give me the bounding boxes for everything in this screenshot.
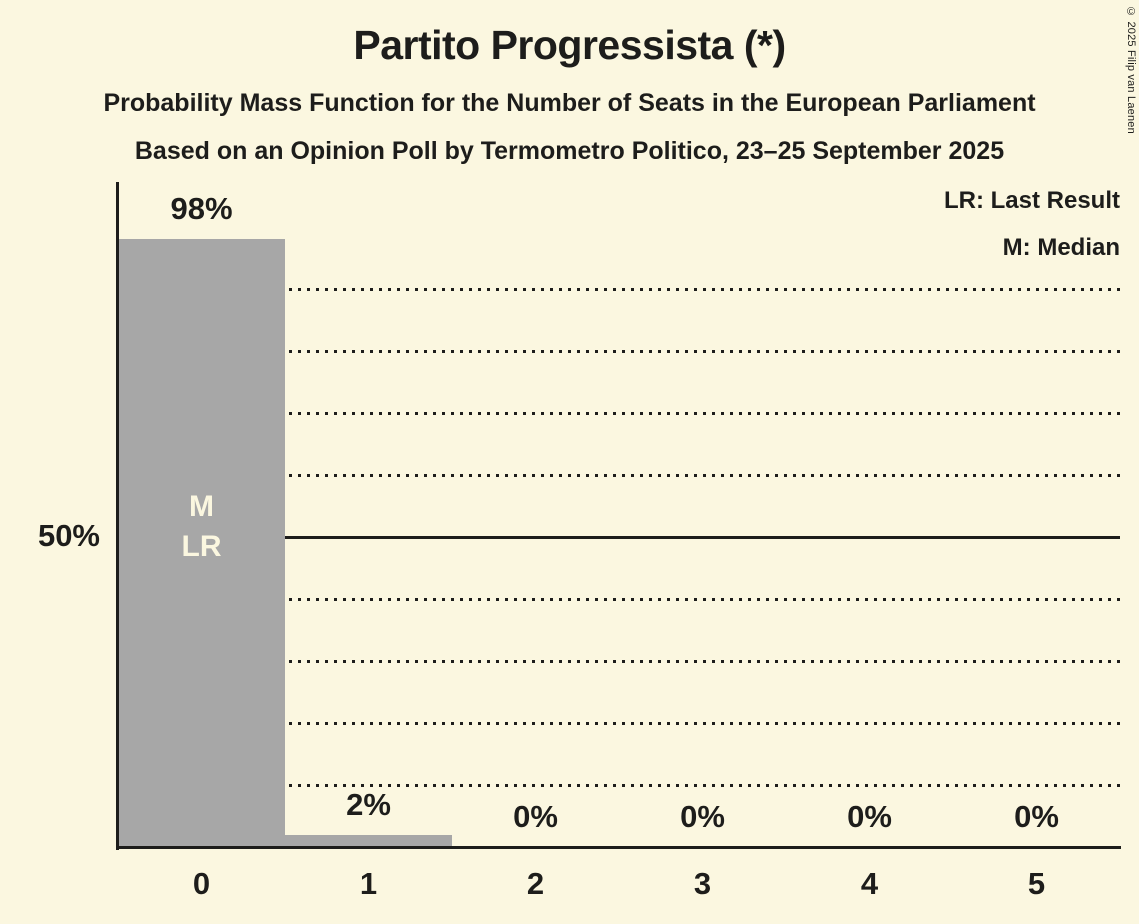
bar-value-label-seats-1: 2% [346,786,391,822]
gridline-dotted-80pct [118,349,1120,353]
gridline-dotted-20pct [118,721,1120,725]
x-tick-label-2: 2 [526,866,545,901]
gridline-dotted-70pct [118,411,1120,415]
legend-median: M: Median [1002,234,1120,261]
x-tick-label-5: 5 [1027,866,1046,901]
y-axis-line [116,182,119,850]
gridline-dotted-30pct [118,659,1120,663]
legend-last-result: LR: Last Result [943,187,1120,214]
bar-seats-0 [118,239,285,847]
gridline-dotted-90pct [118,287,1120,291]
chart-title: Partito Progressista (*) [353,22,786,68]
copyright-notice: © 2025 Filip van Laenen [1125,6,1137,134]
bar-value-label-seats-5: 0% [1014,799,1059,834]
y-axis-50-label: 50% [37,518,100,553]
gridline-solid-50pct [118,535,1120,539]
chart-subtitle-pmf: Probability Mass Function for the Number… [103,89,1036,117]
bar-annotation-median-last-result: M LR [181,490,222,563]
bar-seats-1 [285,834,452,847]
x-axis-line [116,846,1121,849]
chart-subtitle-poll-source: Based on an Opinion Poll by Termometro P… [134,137,1005,165]
bar-value-label-seats-4: 0% [847,799,892,834]
bar-value-label-seats-2: 0% [513,799,558,834]
gridline-dotted-10pct [118,783,1120,787]
bar-value-label-seats-0: 98% [170,191,233,227]
x-tick-label-0: 0 [192,866,211,901]
x-tick-label-4: 4 [860,866,879,901]
gridline-dotted-60pct [118,473,1120,477]
x-tick-label-1: 1 [359,866,378,901]
bar-value-label-seats-3: 0% [680,799,725,834]
gridline-dotted-40pct [118,597,1120,601]
x-tick-label-3: 3 [693,866,712,901]
